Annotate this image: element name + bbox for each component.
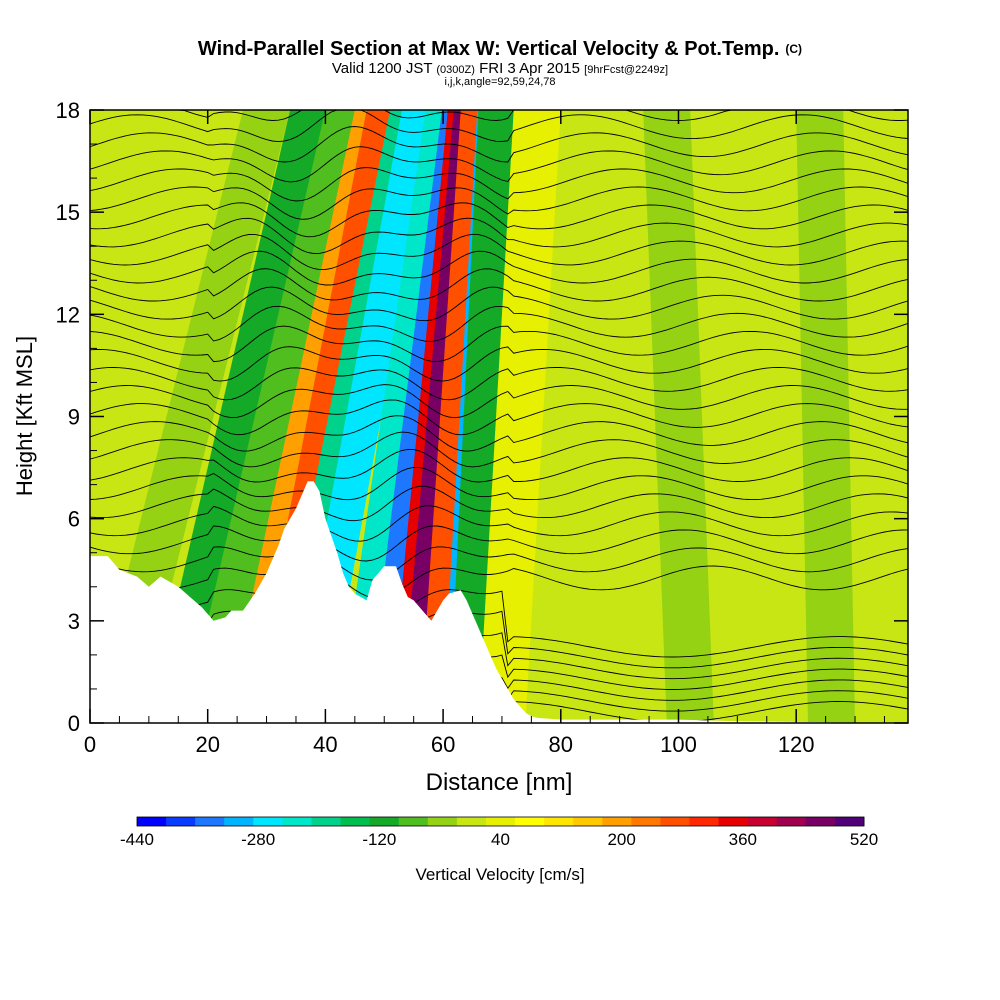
chart-title: Wind-Parallel Section at Max W: Vertical… — [0, 38, 1000, 60]
theta-contour-24 — [90, 250, 908, 286]
x-tick-label: 0 — [84, 732, 96, 757]
theta-contour-29 — [90, 167, 908, 202]
x-tick-label: 60 — [431, 732, 455, 757]
x-tick-label: 20 — [195, 732, 219, 757]
colorbar-swatch — [340, 817, 371, 826]
terrain-fill — [90, 481, 908, 723]
colorbar-swatch — [834, 817, 865, 826]
colorbar-swatch — [485, 817, 516, 826]
colorbar-tick-label: 40 — [491, 830, 510, 849]
colorbar-swatch — [660, 817, 691, 826]
colorbar-swatch — [573, 817, 603, 826]
colorbar: -440 -280 -120 40 200 360 520 — [120, 816, 878, 849]
x-axis-label: Distance [nm] — [426, 769, 573, 796]
colorbar-swatch — [602, 817, 632, 826]
theta-contour-28 — [90, 186, 908, 220]
y-tick-label: 6 — [68, 507, 80, 532]
theta-contour-30 — [90, 146, 908, 183]
theta-contour-13 — [90, 448, 908, 483]
y-tick-label: 9 — [68, 405, 80, 430]
theta-contour-14 — [90, 431, 908, 468]
theta-contour-27 — [90, 202, 908, 238]
subtitle-utc: (0300Z) — [436, 64, 475, 76]
colorbar-swatch — [137, 817, 167, 826]
velocity-band-16 — [643, 110, 714, 723]
theta-contour-21 — [90, 305, 908, 342]
chart-subtitle: Valid 1200 JST (0300Z) FRI 3 Apr 2015 [9… — [0, 60, 1000, 79]
colorbar-swatch — [805, 817, 836, 826]
theta-contour-19 — [90, 346, 908, 382]
theta-contour-20 — [90, 325, 908, 363]
subtitle-date: FRI 3 Apr 2015 — [479, 60, 580, 77]
colorbar-tick-label: 520 — [850, 830, 878, 849]
colorbar-frame — [136, 816, 865, 827]
theta-contour-31 — [90, 126, 908, 163]
x-tick-label: 120 — [778, 732, 815, 757]
theta-contour-26 — [90, 217, 908, 254]
title-tag: (C) — [785, 42, 803, 56]
y-tick-label: 0 — [68, 711, 80, 736]
theta-contour-12 — [90, 466, 908, 501]
velocity-bands — [90, 110, 856, 723]
velocity-band-1 — [148, 110, 338, 723]
theta-contour-17 — [90, 384, 908, 419]
colorbar-swatch — [456, 817, 487, 826]
x-tick-label: 100 — [660, 732, 697, 757]
theta-contour-11 — [90, 485, 908, 522]
theta-contour-10 — [90, 505, 908, 542]
y-tick-label: 15 — [56, 200, 80, 225]
theta-contour-22 — [90, 286, 908, 322]
colorbar-swatch — [718, 817, 749, 826]
theta-contour-33 — [90, 110, 908, 122]
colorbar-swatch — [631, 817, 661, 826]
theta-contour-25 — [90, 233, 908, 271]
colorbar-swatch — [689, 817, 720, 826]
colorbar-tick-label: -280 — [241, 830, 275, 849]
subtitle-fcst: [9hrFcst@2249z] — [584, 64, 669, 76]
y-axis-label: Height [Kft MSL] — [12, 336, 37, 496]
axes: 0 20 40 60 80 100 120 0 3 6 9 12 15 18 — [56, 98, 908, 757]
colorbar-swatch — [253, 817, 283, 826]
theta-contour-16 — [90, 399, 908, 436]
colorbar-swatch — [224, 817, 254, 826]
x-tick-label: 80 — [549, 732, 573, 757]
colorbar-swatch — [282, 817, 312, 826]
theta-contour-9 — [90, 525, 908, 562]
colorbar-label: Vertical Velocity [cm/s] — [415, 865, 584, 884]
y-tick-label: 3 — [68, 609, 80, 634]
theta-contour-32 — [90, 110, 908, 143]
grid-note: i,j,k,angle=92,59,24,78 — [444, 76, 556, 88]
velocity-band-0 — [90, 110, 291, 723]
colorbar-swatch — [544, 817, 574, 826]
x-tick-label: 40 — [313, 732, 337, 757]
theta-contour-15 — [90, 415, 908, 452]
title-text: Wind-Parallel Section at Max W: Vertical… — [197, 38, 780, 60]
colorbar-swatch — [398, 817, 429, 826]
colorbar-swatch — [515, 817, 545, 826]
subtitle-main: Valid 1200 JST — [331, 60, 433, 77]
theta-contour-18 — [90, 367, 908, 401]
velocity-band-14 — [478, 110, 561, 723]
colorbar-swatch — [776, 817, 807, 826]
colorbar-swatch — [369, 817, 400, 826]
colorbar-swatch — [747, 817, 778, 826]
colorbar-tick-label: 200 — [607, 830, 635, 849]
plot-area — [90, 110, 908, 723]
colorbar-tick-label: -120 — [362, 830, 396, 849]
terrain-mask — [90, 481, 908, 723]
theta-contour-8 — [90, 546, 908, 581]
theta-contour-23 — [90, 268, 908, 302]
colorbar-swatch — [195, 817, 225, 826]
theta-contour-5 — [90, 596, 908, 669]
y-tick-label: 12 — [56, 302, 80, 327]
theta-contour-6 — [90, 581, 908, 658]
colorbar-tick-label: 360 — [729, 830, 757, 849]
colorbar-swatch — [166, 817, 196, 826]
y-tick-label: 18 — [56, 98, 80, 123]
colorbar-swatch — [427, 817, 458, 826]
colorbar-tick-label: -440 — [120, 830, 154, 849]
colorbar-swatch — [311, 817, 342, 826]
theta-contour-7 — [90, 565, 908, 599]
